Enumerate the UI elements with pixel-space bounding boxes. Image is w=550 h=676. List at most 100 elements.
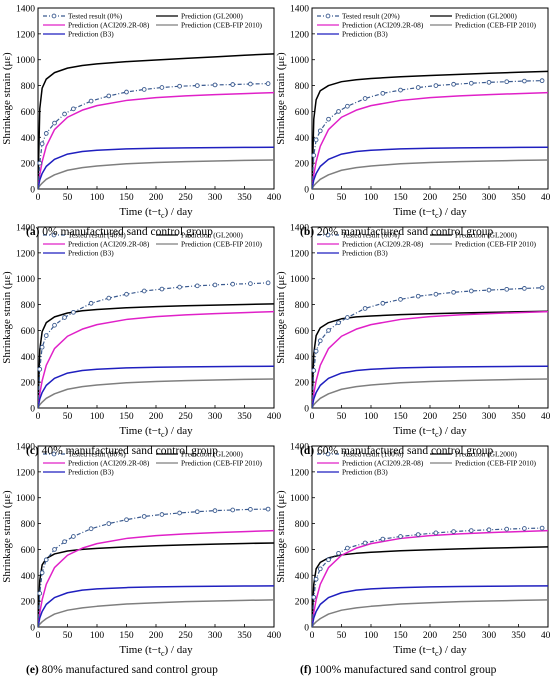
data-point-tested bbox=[345, 103, 350, 109]
data-point-tested bbox=[106, 521, 112, 526]
legend-label-tested: Tested result (60%) bbox=[342, 231, 400, 240]
data-point-tested bbox=[177, 510, 182, 516]
y-tick-label: 1000 bbox=[290, 275, 309, 285]
x-tick-label: 0 bbox=[310, 193, 315, 203]
y-tick-label: 0 bbox=[30, 405, 35, 415]
y-axis-label: Shrinkage strain (με) bbox=[1, 490, 13, 583]
x-tick-label: 300 bbox=[208, 193, 223, 203]
data-point-tested bbox=[311, 368, 317, 373]
y-tick-label: 400 bbox=[21, 572, 36, 582]
legend-label-aci: Prediction (ACI209.2R-08) bbox=[68, 240, 150, 249]
panel-caption-text: 0% manufactured sand control group bbox=[39, 226, 213, 238]
panel-caption: (f) 100% manufactured sand control group bbox=[300, 664, 496, 676]
y-tick-label: 0 bbox=[304, 186, 309, 196]
data-point-tested bbox=[345, 545, 350, 551]
data-point-tested bbox=[62, 539, 67, 545]
panel-f: 0 50 100 150 200 250 300 350 400 0 200 400 600 800 100… bbox=[275, 443, 550, 659]
data-point-tested bbox=[362, 96, 368, 101]
x-tick-label: 350 bbox=[237, 193, 252, 203]
y-tick-label: 800 bbox=[21, 82, 36, 92]
x-tick-label: 200 bbox=[149, 412, 164, 422]
panel-caption-text: 20% manufactured sand control group bbox=[314, 226, 494, 238]
x-tick-label: 400 bbox=[267, 412, 282, 422]
x-tick-label: 250 bbox=[178, 193, 193, 203]
data-point-tested bbox=[106, 93, 112, 99]
y-tick-label: 800 bbox=[295, 301, 310, 311]
legend-label-ceb: Prediction (CEB-FIP 2010) bbox=[181, 240, 263, 249]
series-line-b3 bbox=[38, 365, 274, 408]
y-tick-label: 1400 bbox=[290, 224, 309, 234]
legend-marker-tested bbox=[51, 451, 57, 457]
x-axis-label-main: Time (t−t bbox=[119, 644, 161, 656]
legend-label-gl2000: Prediction (GL2000) bbox=[181, 231, 243, 240]
legend-label-b3: Prediction (B3) bbox=[68, 468, 114, 477]
series-line-gl2000 bbox=[312, 310, 548, 408]
data-point-tested bbox=[398, 297, 403, 302]
data-point-tested bbox=[265, 280, 271, 286]
y-tick-label: 1000 bbox=[16, 275, 35, 285]
x-tick-label: 100 bbox=[90, 631, 105, 641]
series-line-ceb bbox=[38, 599, 274, 627]
panel-caption-label: (a) bbox=[26, 226, 40, 238]
x-axis-label-sub: c bbox=[161, 430, 165, 439]
series-line-gl2000 bbox=[312, 70, 548, 189]
data-point-tested bbox=[124, 291, 129, 297]
data-point-tested bbox=[52, 120, 57, 126]
data-point-tested bbox=[71, 106, 76, 112]
y-tick-label: 1200 bbox=[16, 30, 35, 40]
x-axis-label-main: Time (t−t bbox=[119, 425, 161, 437]
x-tick-label: 200 bbox=[149, 631, 164, 641]
data-point-tested bbox=[212, 282, 218, 288]
data-point-tested bbox=[311, 594, 317, 600]
x-tick-label: 100 bbox=[364, 631, 379, 641]
series-line-tested bbox=[312, 527, 543, 627]
legend-label-b3: Prediction (B3) bbox=[68, 30, 114, 39]
data-point-tested bbox=[313, 348, 319, 354]
x-tick-label: 350 bbox=[237, 412, 252, 422]
panel-b: 0 50 100 150 200 250 300 350 400 0 200 400 600 800 100… bbox=[275, 5, 550, 221]
panel-caption-label: (f) bbox=[300, 664, 312, 676]
series-line-b3 bbox=[38, 146, 274, 189]
x-axis-label-sub: c bbox=[435, 211, 439, 220]
x-tick-label: 350 bbox=[511, 193, 526, 203]
panel-caption-label: (b) bbox=[300, 226, 315, 238]
y-tick-label: 1200 bbox=[290, 30, 309, 40]
x-axis-label-main: Time (t−t bbox=[393, 644, 435, 656]
y-tick-label: 800 bbox=[21, 301, 36, 311]
legend-label-tested: Tested result (40%) bbox=[68, 231, 126, 240]
series-line-gl2000 bbox=[38, 542, 274, 627]
x-tick-label: 150 bbox=[393, 631, 408, 641]
x-tick-label: 250 bbox=[178, 412, 193, 422]
data-point-tested bbox=[336, 550, 341, 556]
x-tick-label: 150 bbox=[119, 193, 134, 203]
data-point-tested bbox=[159, 286, 165, 292]
y-tick-label: 1000 bbox=[16, 494, 35, 504]
y-tick-label: 1000 bbox=[290, 494, 309, 504]
data-point-tested bbox=[317, 338, 323, 344]
legend-label-aci: Prediction (ACI209.2R-08) bbox=[342, 459, 424, 468]
x-tick-label: 350 bbox=[511, 412, 526, 422]
data-point-tested bbox=[380, 90, 386, 96]
y-tick-label: 1400 bbox=[16, 224, 35, 234]
series-line-tested bbox=[38, 282, 269, 408]
data-point-tested bbox=[124, 517, 129, 523]
panel-caption-text: 60% manufactured sand control group bbox=[314, 445, 494, 457]
x-axis-label-main: Time (t−t bbox=[393, 425, 435, 437]
data-point-tested bbox=[52, 547, 57, 552]
x-axis-label: Time (t−tc) / day bbox=[119, 206, 193, 220]
series-line-ceb bbox=[38, 159, 274, 189]
data-point-tested bbox=[486, 287, 492, 293]
x-axis-label-end: ) / day bbox=[439, 425, 468, 437]
legend-label-gl2000: Prediction (GL2000) bbox=[455, 12, 517, 21]
x-tick-label: 0 bbox=[310, 631, 315, 641]
panel-e: 0 50 100 150 200 250 300 350 400 0 200 400 600 800 100… bbox=[1, 443, 281, 659]
y-tick-label: 400 bbox=[21, 353, 36, 363]
data-point-tested bbox=[311, 153, 317, 158]
data-point-tested bbox=[468, 288, 474, 294]
legend-label-ceb: Prediction (CEB-FIP 2010) bbox=[455, 21, 537, 30]
data-point-tested bbox=[43, 333, 49, 338]
data-point-tested bbox=[504, 526, 510, 532]
data-point-tested bbox=[362, 306, 368, 311]
data-point-tested bbox=[539, 285, 545, 291]
y-tick-label: 0 bbox=[304, 405, 309, 415]
